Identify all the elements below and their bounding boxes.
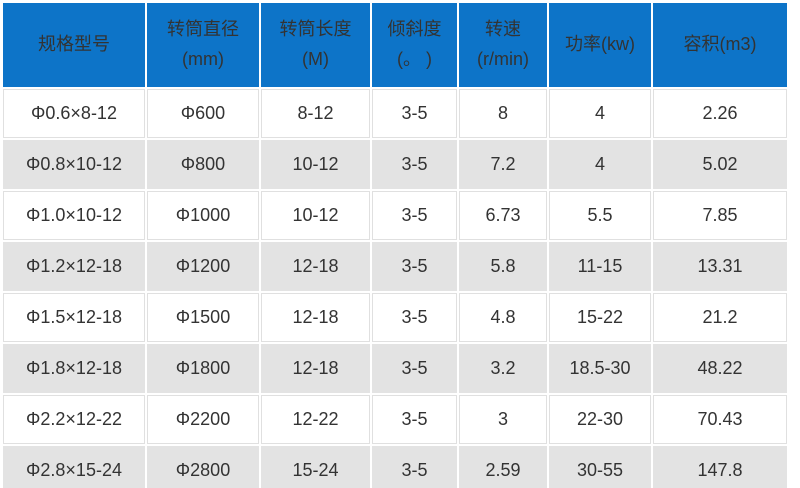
table-row: Φ0.6×8-12 Φ600 8-12 3-5 8 4 2.26	[3, 89, 787, 138]
column-header-label: 转筒长度	[279, 19, 352, 40]
column-header-power: 功率(kw)	[549, 3, 651, 87]
table-cell: 12-18	[261, 344, 370, 393]
table-cell: 11-15	[549, 242, 651, 291]
column-header-sublabel: (M)	[302, 49, 329, 69]
table-cell: Φ0.6×8-12	[3, 89, 145, 138]
table-cell: Φ800	[147, 140, 259, 189]
table-cell: 10-12	[261, 191, 370, 240]
table-cell: 5.8	[459, 242, 547, 291]
column-header-label: 转速	[485, 19, 521, 40]
table-cell: Φ1200	[147, 242, 259, 291]
column-header-inclination: 倾斜度 (。 )	[372, 3, 457, 87]
table-cell: 6.73	[459, 191, 547, 240]
table-cell: 15-22	[549, 293, 651, 342]
table-cell: 8-12	[261, 89, 370, 138]
table-cell: 7.85	[653, 191, 787, 240]
table-row: Φ1.0×10-12 Φ1000 10-12 3-5 6.73 5.5 7.85	[3, 191, 787, 240]
column-header-label: 容积(m3)	[683, 34, 757, 55]
table-cell: 12-18	[261, 242, 370, 291]
column-header-label: 倾斜度	[387, 19, 442, 40]
table-cell: Φ2.2×12-22	[3, 395, 145, 444]
column-header-label: 规格型号	[38, 34, 110, 55]
table-cell: 5.02	[653, 140, 787, 189]
table-cell: 21.2	[653, 293, 787, 342]
table-cell: 2.59	[459, 446, 547, 488]
table-cell: Φ1.8×12-18	[3, 344, 145, 393]
table-cell: Φ1.0×10-12	[3, 191, 145, 240]
table-cell: 15-24	[261, 446, 370, 488]
table-cell: 3-5	[372, 191, 457, 240]
table-cell: 147.8	[653, 446, 787, 488]
column-header-sublabel: (mm)	[182, 49, 224, 69]
table-cell: Φ1.5×12-18	[3, 293, 145, 342]
table-cell: 3-5	[372, 344, 457, 393]
table-cell: Φ0.8×10-12	[3, 140, 145, 189]
table-cell: 12-22	[261, 395, 370, 444]
table-cell: Φ1500	[147, 293, 259, 342]
table-cell: 3-5	[372, 293, 457, 342]
column-header-label: 转筒直径	[167, 19, 239, 40]
table-cell: 3-5	[372, 89, 457, 138]
column-header-sublabel: (。 )	[397, 49, 432, 69]
column-header-sublabel: (r/min)	[477, 49, 529, 69]
table-cell: 7.2	[459, 140, 547, 189]
table-cell: Φ2200	[147, 395, 259, 444]
table-cell: 30-55	[549, 446, 651, 488]
column-header-label: 功率(kw)	[565, 34, 635, 55]
table-cell: 4	[549, 89, 651, 138]
table-row: Φ1.2×12-18 Φ1200 12-18 3-5 5.8 11-15 13.31	[3, 242, 787, 291]
table-cell: 2.26	[653, 89, 787, 138]
table-cell: 3-5	[372, 446, 457, 488]
column-header-drum-diameter: 转筒直径 (mm)	[147, 3, 259, 87]
table-row: Φ2.8×15-24 Φ2800 15-24 3-5 2.59 30-55 147.8	[3, 446, 787, 488]
table-row: Φ1.5×12-18 Φ1500 12-18 3-5 4.8 15-22 21.2	[3, 293, 787, 342]
table-cell: 3	[459, 395, 547, 444]
table-cell: Φ2800	[147, 446, 259, 488]
table-row: Φ0.8×10-12 Φ800 10-12 3-5 7.2 4 5.02	[3, 140, 787, 189]
table-cell: 3.2	[459, 344, 547, 393]
column-header-rotation-speed: 转速 (r/min)	[459, 3, 547, 87]
table-cell: 4	[549, 140, 651, 189]
header-row: 规格型号 转筒直径 (mm) 转筒长度 (M) 倾斜度 (。 ) 转速 (	[3, 3, 787, 87]
column-header-model: 规格型号	[3, 3, 145, 87]
table-cell: 12-18	[261, 293, 370, 342]
table-row: Φ2.2×12-22 Φ2200 12-22 3-5 3 22-30 70.43	[3, 395, 787, 444]
table-cell: Φ1000	[147, 191, 259, 240]
table-cell: 3-5	[372, 242, 457, 291]
table-cell: 8	[459, 89, 547, 138]
column-header-drum-length: 转筒长度 (M)	[261, 3, 370, 87]
table-cell: 3-5	[372, 140, 457, 189]
column-header-volume: 容积(m3)	[653, 3, 787, 87]
table-cell: 3-5	[372, 395, 457, 444]
table-cell: Φ1.2×12-18	[3, 242, 145, 291]
table-cell: 18.5-30	[549, 344, 651, 393]
table-cell: 13.31	[653, 242, 787, 291]
table-cell: 48.22	[653, 344, 787, 393]
table-cell: 10-12	[261, 140, 370, 189]
table-cell: 5.5	[549, 191, 651, 240]
table-cell: 70.43	[653, 395, 787, 444]
table-cell: Φ600	[147, 89, 259, 138]
table-cell: 4.8	[459, 293, 547, 342]
table-cell: Φ1800	[147, 344, 259, 393]
table-cell: 22-30	[549, 395, 651, 444]
table-cell: Φ2.8×15-24	[3, 446, 145, 488]
table-row: Φ1.8×12-18 Φ1800 12-18 3-5 3.2 18.5-30 48.22	[3, 344, 787, 393]
